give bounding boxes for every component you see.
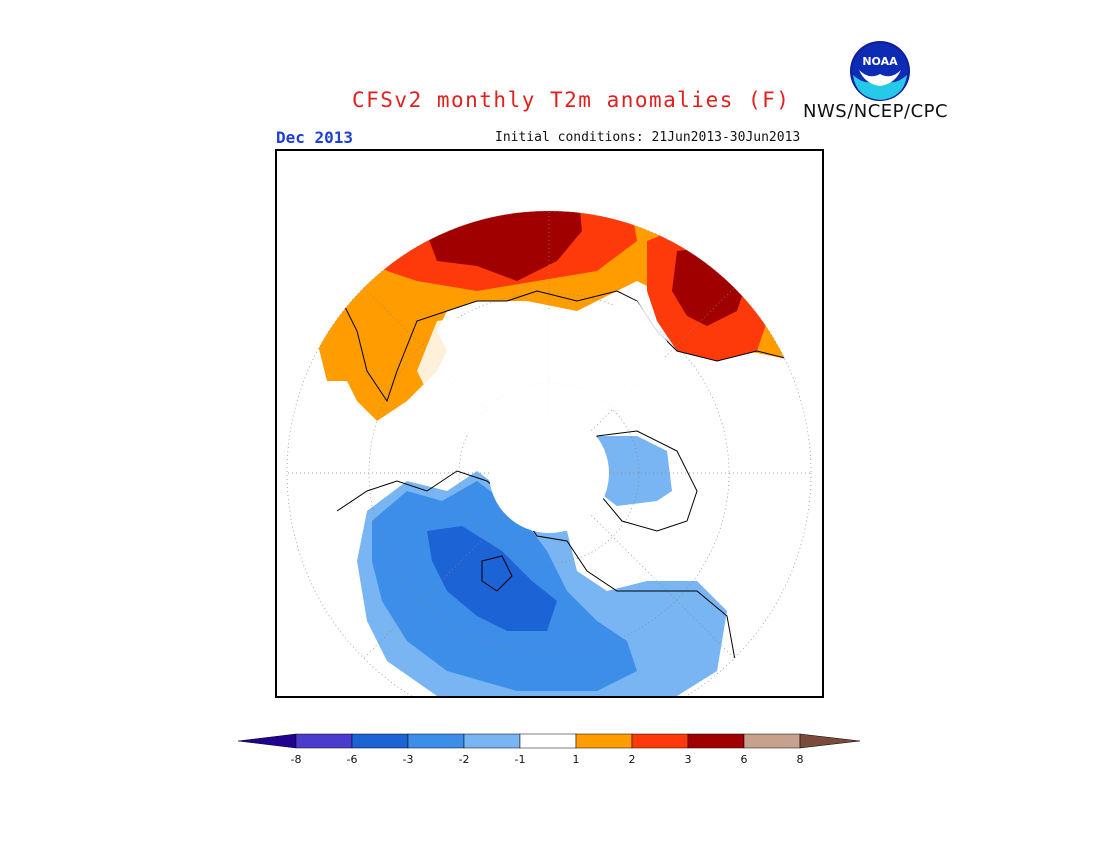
anomaly-darkblue-region bbox=[427, 526, 557, 631]
page-title: CFSv2 monthly T2m anomalies (F) bbox=[352, 88, 791, 112]
colorbar-tick: -1 bbox=[515, 753, 526, 766]
colorbar-segment-2 bbox=[351, 733, 409, 749]
colorbar-tick: 8 bbox=[797, 753, 804, 766]
coastline-greenland bbox=[596, 430, 698, 532]
colorbar-tick: 1 bbox=[573, 753, 580, 766]
map-boundary-circle bbox=[286, 210, 812, 696]
forecast-month: Dec 2013 bbox=[276, 128, 354, 147]
colorbar-segment-8 bbox=[687, 733, 745, 749]
colorbar-segment-9 bbox=[743, 733, 801, 749]
colorbar-tick: 6 bbox=[741, 753, 748, 766]
colorbar-segment-5 bbox=[519, 733, 577, 749]
colorbar-tick: -8 bbox=[291, 753, 302, 766]
anomaly-darkred-region bbox=[417, 211, 582, 281]
colorbar-segment-6 bbox=[575, 733, 633, 749]
colorbar-tick: 3 bbox=[685, 753, 692, 766]
colorbar-right-arrow bbox=[799, 733, 861, 749]
initial-conditions-label: Initial conditions: 21Jun2013-30Jun2013 bbox=[495, 130, 801, 145]
colorbar-tick: -3 bbox=[403, 753, 414, 766]
colorbar-left-arrow bbox=[238, 733, 297, 749]
agency-label: NWS/NCEP/CPC bbox=[803, 101, 949, 122]
colorbar-segment-4 bbox=[463, 733, 521, 749]
colorbar-segment-3 bbox=[407, 733, 465, 749]
polar-map bbox=[286, 210, 812, 696]
coastline-eurasia bbox=[306, 290, 811, 403]
anomaly-lightblue-greenland bbox=[592, 436, 672, 506]
coastline-hudson-bay bbox=[481, 555, 513, 592]
colorbar-tick: 2 bbox=[629, 753, 636, 766]
coastline-north-america bbox=[336, 470, 738, 672]
map-panel bbox=[275, 149, 824, 698]
noaa-logo-text: NOAA bbox=[862, 55, 898, 68]
colorbar: -8 -6 -3 -2 -1 1 2 3 6 8 bbox=[238, 733, 861, 766]
noaa-logo: NOAA bbox=[850, 41, 910, 101]
colorbar-segment-7 bbox=[631, 733, 689, 749]
colorbar-tick: -6 bbox=[347, 753, 358, 766]
colorbar-tick: -2 bbox=[459, 753, 470, 766]
colorbar-segment-1 bbox=[295, 733, 353, 749]
